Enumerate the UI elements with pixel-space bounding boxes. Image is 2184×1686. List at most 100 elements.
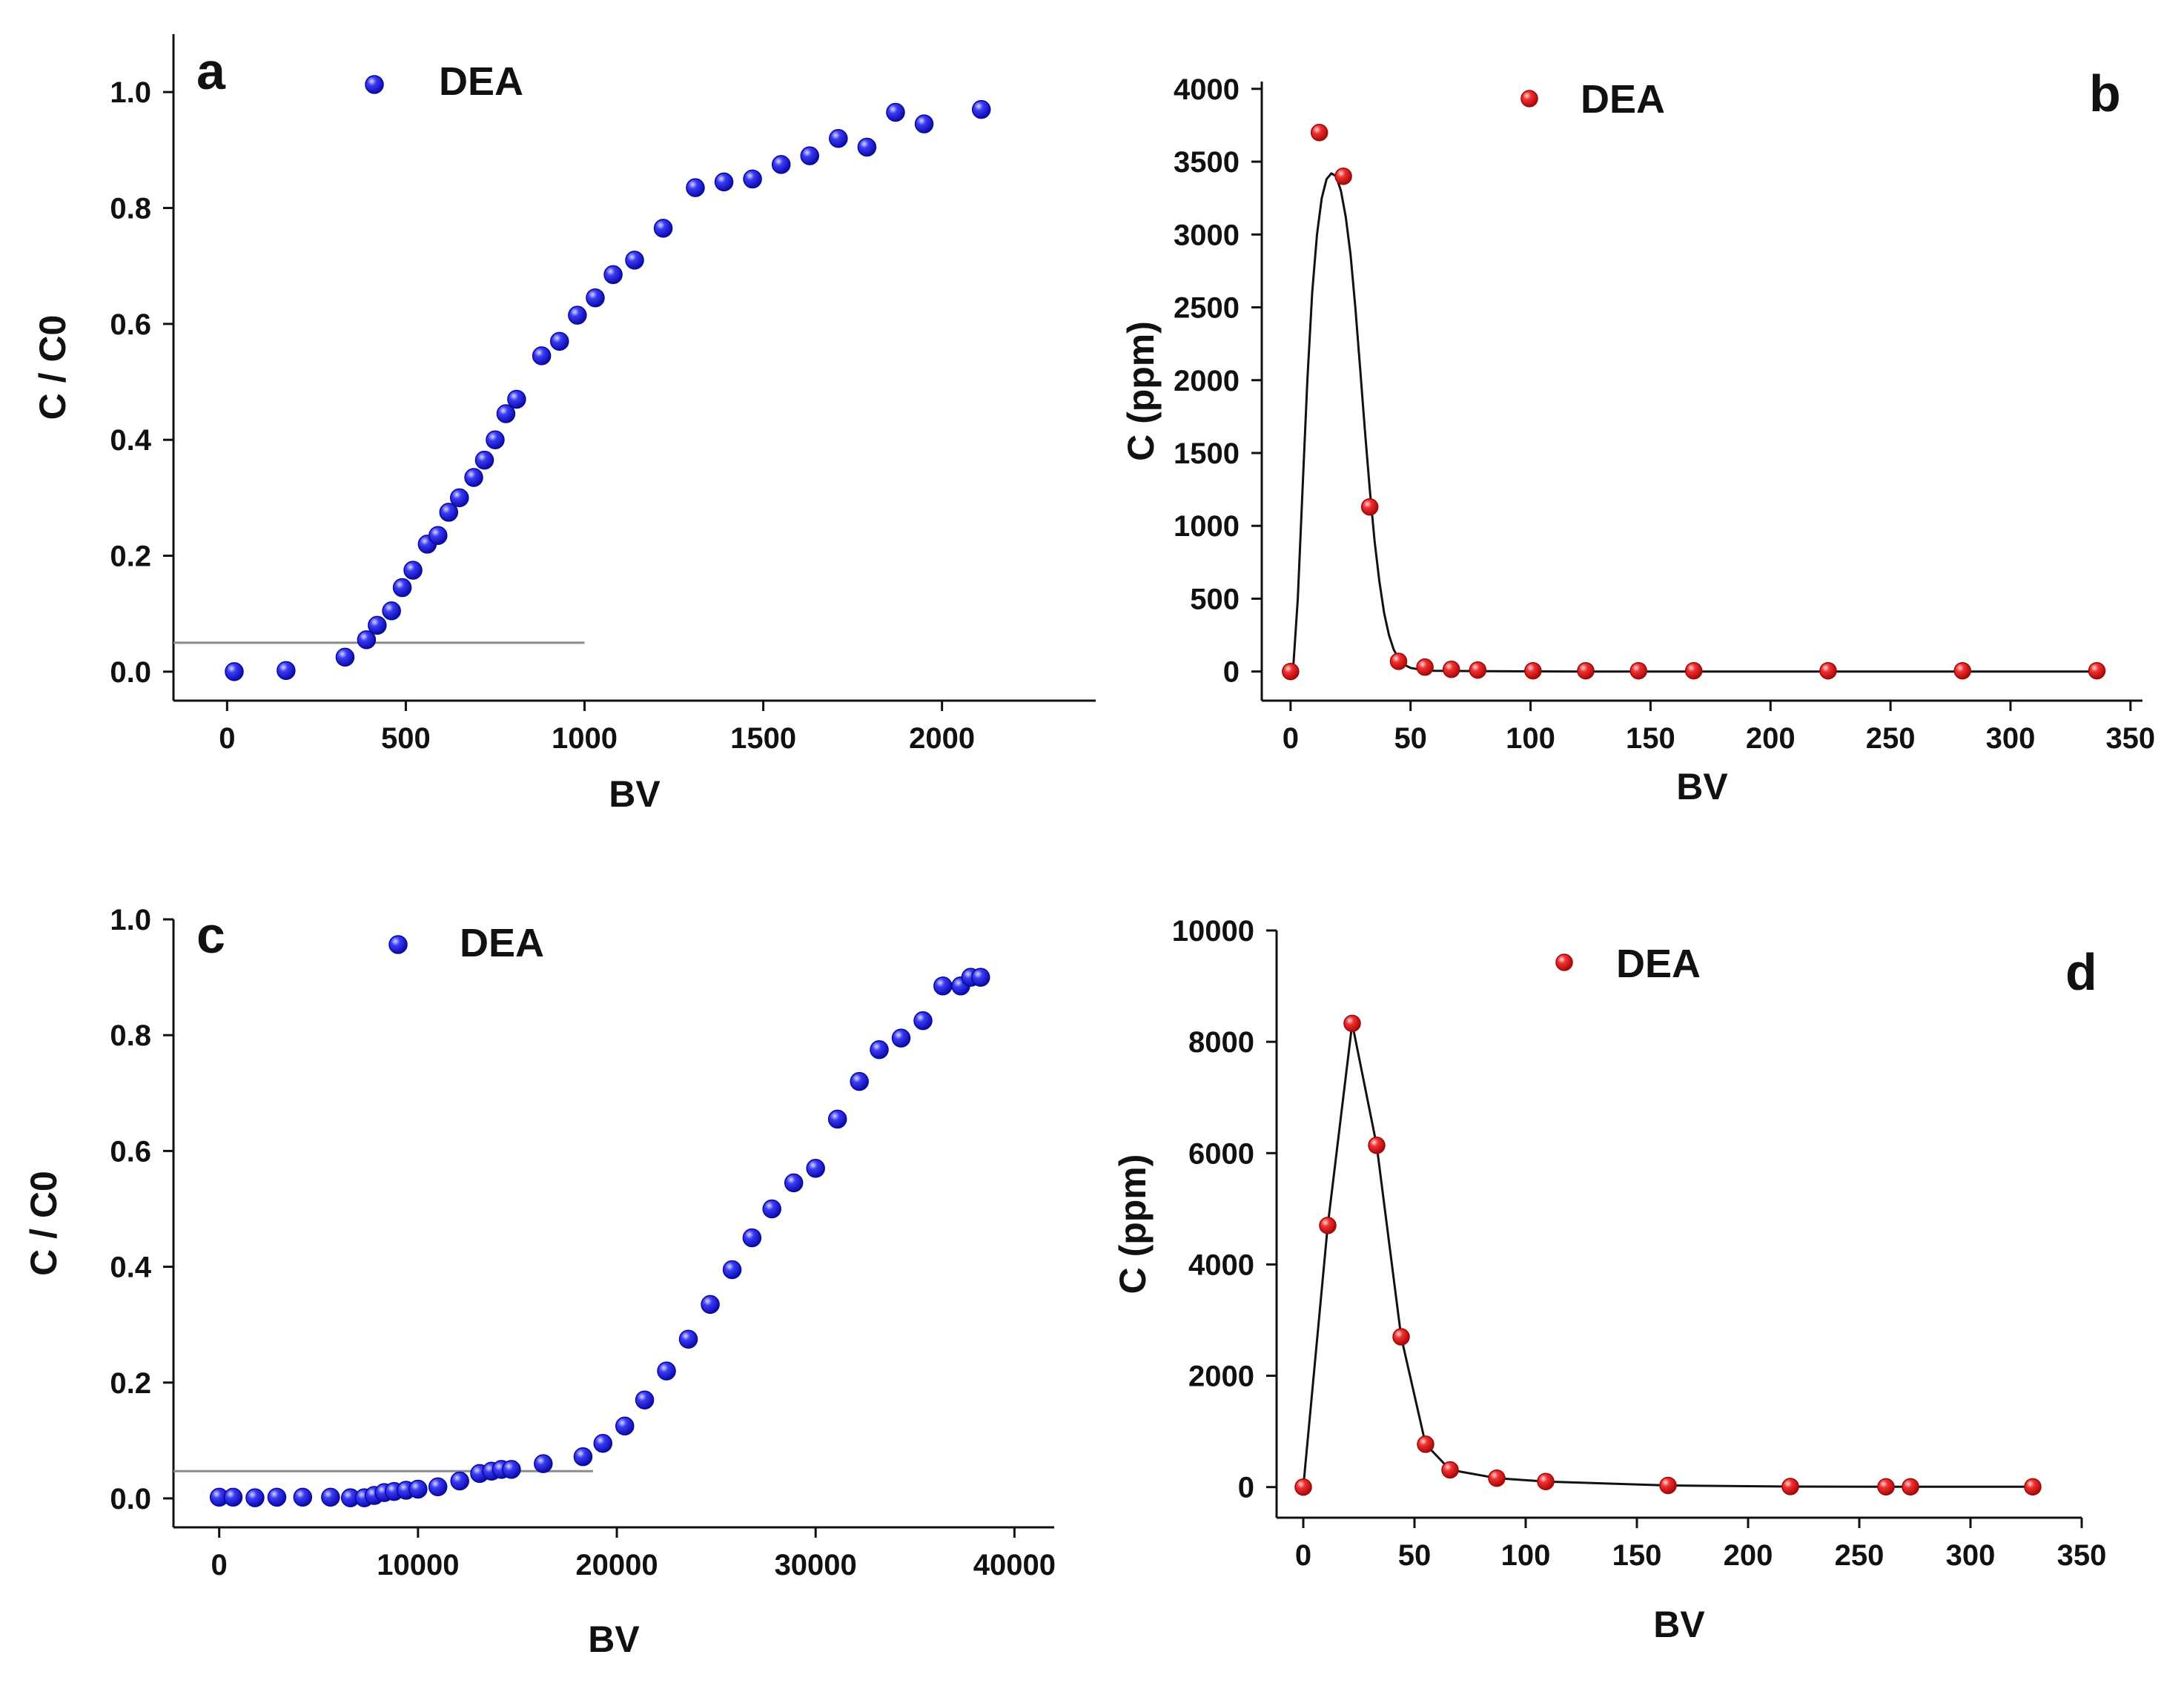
- y-axis-title: C / C0: [23, 1171, 64, 1276]
- data-point: [1389, 652, 1408, 670]
- data-point: [368, 615, 387, 635]
- legend-marker: [388, 935, 408, 954]
- x-tick-label: 150: [1626, 722, 1675, 755]
- data-point: [382, 601, 401, 621]
- data-point: [549, 331, 569, 351]
- data-point: [1360, 497, 1379, 516]
- data-point: [321, 1487, 340, 1507]
- data-point: [486, 430, 505, 449]
- x-tick-label: 100: [1501, 1539, 1551, 1572]
- y-tick-label: 4000: [1174, 73, 1240, 106]
- data-point: [573, 1447, 593, 1467]
- data-point: [392, 578, 412, 598]
- data-point: [891, 1028, 911, 1048]
- legend-marker: [365, 75, 384, 94]
- x-tick-label: 0: [211, 1549, 228, 1581]
- x-axis-title: BV: [1676, 766, 1728, 807]
- panel-c: 0 10000 20000 30000 40000 0.0 0.2 0.4 0.6 0.8 1.0 B…: [23, 904, 1056, 1660]
- x-tick-label: 2000: [909, 722, 975, 755]
- data-point: [496, 404, 516, 423]
- data-point: [1416, 658, 1434, 676]
- data-point: [971, 99, 991, 119]
- y-axis-title: C / C0: [32, 315, 73, 420]
- panel-b: 0 50 100 150 200 250 300 3500500100015002000250…: [1120, 65, 2155, 807]
- data-point: [971, 968, 990, 987]
- data-point: [534, 1454, 553, 1473]
- y-tick-label: 0.2: [110, 540, 151, 573]
- y-tick-label: 4000: [1188, 1249, 1254, 1281]
- x-tick-label: 100: [1506, 722, 1555, 755]
- data-point: [827, 1109, 847, 1129]
- legend-label: DEA: [439, 59, 523, 104]
- data-point: [223, 1487, 243, 1507]
- y-tick-label: 10000: [1172, 915, 1254, 948]
- data-point: [428, 1477, 448, 1497]
- data-point: [914, 114, 934, 133]
- data-point: [450, 1471, 469, 1491]
- data-point: [1629, 661, 1647, 680]
- panel-d: 0 50 100 150 200 250 300 350 0 2000 4000 6000 8000 10…: [1112, 915, 2106, 1645]
- x-tick-label: 150: [1612, 1539, 1662, 1572]
- data-point: [701, 1295, 720, 1315]
- data-point: [1524, 661, 1542, 680]
- legend-label: DEA: [460, 921, 544, 965]
- x-axis-title: BV: [588, 1619, 640, 1660]
- legend-marker: [1555, 953, 1573, 971]
- y-tick-label: 1500: [1174, 437, 1240, 470]
- data-point: [603, 265, 623, 285]
- y-tick-label: 0.6: [110, 1135, 151, 1168]
- data-point: [2088, 661, 2106, 680]
- data-point: [335, 647, 355, 667]
- data-point: [886, 102, 905, 122]
- x-tick-label: 350: [2057, 1539, 2107, 1572]
- y-tick-label: 0.0: [110, 656, 151, 689]
- y-tick-label: 3500: [1174, 146, 1240, 179]
- data-point: [771, 155, 791, 174]
- y-tick-label: 0.6: [110, 308, 151, 341]
- y-tick-label: 0: [1238, 1472, 1254, 1504]
- data-point: [474, 450, 494, 470]
- data-point: [722, 1260, 742, 1280]
- data-point: [1310, 124, 1328, 142]
- x-tick-label: 50: [1398, 1539, 1432, 1572]
- x-axis-title: BV: [1653, 1604, 1705, 1645]
- data-point: [1294, 1478, 1312, 1496]
- x-tick-label: 1500: [730, 722, 796, 755]
- x-tick-label: 1000: [552, 722, 618, 755]
- data-point: [933, 976, 953, 996]
- data-point: [686, 178, 705, 197]
- data-point: [507, 389, 526, 409]
- data-point: [615, 1416, 635, 1436]
- x-tick-label: 500: [381, 722, 431, 755]
- data-point: [449, 488, 469, 508]
- data-point: [800, 146, 820, 165]
- y-tick-label: 0: [1223, 656, 1240, 689]
- y-tick-label: 2000: [1188, 1361, 1254, 1393]
- data-point: [408, 1479, 428, 1499]
- data-point: [762, 1199, 781, 1219]
- panel-letter: c: [196, 906, 225, 964]
- data-point: [1877, 1478, 1895, 1496]
- data-point: [1417, 1435, 1435, 1453]
- data-point: [714, 172, 734, 192]
- data-point: [1368, 1137, 1386, 1154]
- data-point: [1953, 661, 1971, 680]
- y-tick-label: 500: [1190, 583, 1240, 615]
- x-tick-label: 20000: [575, 1549, 658, 1581]
- data-point: [225, 662, 244, 681]
- data-point: [678, 1329, 698, 1349]
- y-axis-title: C (ppm): [1112, 1154, 1154, 1295]
- data-point: [245, 1488, 265, 1507]
- data-point: [657, 1361, 676, 1381]
- data-point: [1819, 661, 1837, 680]
- data-point: [1659, 1476, 1677, 1495]
- x-tick-label: 0: [1295, 1539, 1311, 1572]
- x-tick-label: 0: [219, 722, 235, 755]
- y-tick-label: 1.0: [110, 904, 151, 936]
- data-point: [2024, 1478, 2042, 1496]
- data-point: [1441, 1461, 1459, 1479]
- data-point: [1684, 661, 1703, 680]
- y-tick-label: 0.4: [110, 424, 151, 457]
- panel-a: 0 500 1000 1500 2000 0.0 0.2 0.4 0.6 0.8 1.0 BV C / …: [32, 34, 1096, 815]
- data-point: [850, 1071, 869, 1091]
